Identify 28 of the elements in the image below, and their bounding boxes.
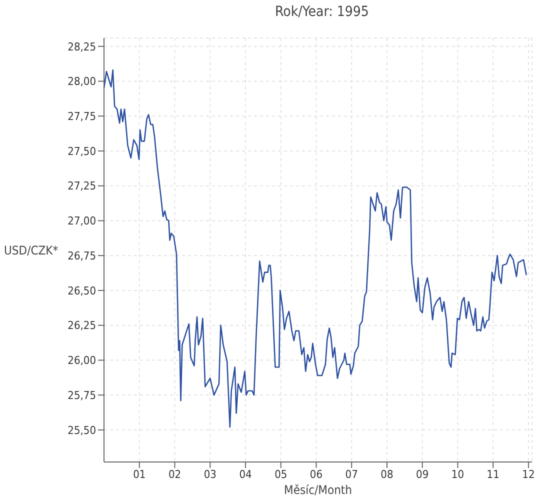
y-tick-label: 25,75 bbox=[68, 388, 96, 402]
x-tick-label: 05 bbox=[274, 468, 288, 481]
y-tick-label: 28,00 bbox=[68, 75, 96, 88]
x-tick-label: 04 bbox=[239, 468, 252, 481]
x-tick-label: 09 bbox=[416, 468, 429, 481]
y-tick-label: 26,25 bbox=[68, 319, 96, 332]
x-axis-title: Měsíc/Month bbox=[284, 483, 352, 497]
x-tick-label: 02 bbox=[168, 468, 182, 481]
y-tick-label: 27,50 bbox=[68, 144, 96, 158]
x-tick-label: 11 bbox=[486, 468, 500, 481]
chart-title: Rok/Year: 1995 bbox=[274, 4, 370, 20]
y-tick-label: 28,25 bbox=[68, 40, 96, 54]
y-tick-label: 27,25 bbox=[68, 180, 96, 193]
y-tick-label: 26,50 bbox=[68, 284, 96, 298]
x-tick-label: 06 bbox=[310, 468, 323, 481]
y-tick-label: 27,00 bbox=[68, 214, 96, 228]
x-tick-label: 01 bbox=[133, 468, 146, 481]
x-tick-label: 03 bbox=[204, 468, 216, 481]
x-tick-label: 07 bbox=[345, 468, 358, 481]
y-axis-title: USD/CZK* bbox=[4, 243, 59, 258]
x-tick-label: 10 bbox=[451, 468, 464, 481]
y-tick-label: 26,75 bbox=[68, 249, 96, 262]
y-tick-label: 25,50 bbox=[68, 424, 96, 437]
y-tick-label: 27,75 bbox=[68, 110, 96, 124]
line-series bbox=[104, 69, 527, 428]
y-tick-label: 26,00 bbox=[68, 354, 96, 368]
x-tick-label: 08 bbox=[380, 468, 394, 481]
x-tick-label: 12 bbox=[522, 468, 535, 481]
